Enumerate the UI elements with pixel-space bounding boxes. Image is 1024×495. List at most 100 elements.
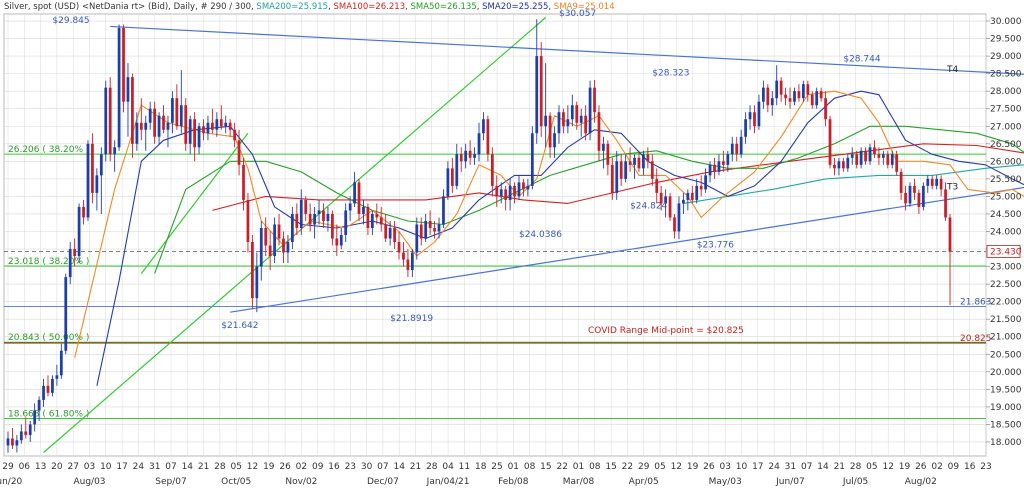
candle-body	[793, 91, 796, 102]
y-tick-label: 19.500	[990, 385, 1022, 395]
candle-body	[68, 249, 72, 278]
x-month-label: Jan/04/21	[426, 477, 470, 487]
candle-body	[273, 224, 276, 257]
x-tick-label: 31	[785, 462, 796, 472]
candle-body	[19, 431, 23, 441]
candle-body	[357, 182, 361, 214]
candle-body	[637, 157, 641, 169]
candle-body	[197, 126, 201, 148]
x-tick-label: 21	[410, 462, 421, 472]
candle-body	[246, 199, 250, 243]
candle-body	[59, 350, 63, 376]
y-tick-label: 28.500	[990, 70, 1022, 80]
candle-body	[419, 224, 423, 239]
x-tick-label: 02	[296, 462, 307, 472]
candle-body	[259, 227, 263, 267]
candle-body	[11, 438, 14, 446]
candle-body	[522, 182, 525, 190]
candle-body	[570, 105, 574, 120]
candle-body	[139, 122, 143, 130]
candle-body	[335, 238, 339, 246]
candle-body	[610, 164, 614, 193]
x-tick-label: 14	[182, 462, 194, 472]
x-tick-label: 17	[116, 462, 127, 472]
candle-body	[339, 235, 343, 246]
header-part: SMA9=25.014	[554, 2, 615, 12]
candle-body	[117, 28, 121, 148]
header-part: ,	[548, 2, 553, 12]
candle-body	[37, 399, 41, 411]
x-tick-label: 15	[540, 462, 551, 472]
candle-body	[135, 122, 139, 144]
candle-body	[886, 154, 890, 165]
candle-body	[95, 175, 99, 193]
x-month-label: Jul/05	[842, 477, 868, 487]
x-tick-label: 22	[622, 462, 633, 472]
candle-body	[473, 154, 476, 158]
candle-body	[219, 119, 223, 127]
x-tick-label: 04	[442, 462, 454, 472]
candle-body	[784, 94, 787, 99]
price-annotation: $29.845	[52, 16, 89, 26]
x-tick-label: 28	[426, 462, 438, 472]
candle-body	[779, 80, 783, 95]
candle-body	[375, 213, 379, 218]
x-tick-label: 17	[752, 462, 763, 472]
candle-body	[699, 185, 703, 190]
candle-body	[602, 143, 605, 151]
candle-body	[526, 185, 530, 190]
candle-body	[348, 203, 352, 211]
x-tick-label: 16	[964, 462, 976, 472]
candle-body	[99, 154, 103, 176]
candle-body	[406, 259, 410, 271]
x-tick-label: 27	[67, 462, 78, 472]
candle-body	[753, 112, 756, 127]
y-tick-label: 27.000	[990, 122, 1022, 132]
x-month-label: Aug/02	[905, 477, 937, 487]
candle-body	[797, 91, 801, 99]
last-price-box	[986, 245, 1021, 258]
y-tick-label: 21.500	[990, 315, 1022, 325]
candle-body	[242, 164, 245, 200]
candle-body	[775, 80, 779, 99]
candle-body	[344, 210, 348, 235]
candle-body	[28, 424, 32, 435]
fib-level-label: 26.206 ( 38.20% )	[8, 145, 89, 155]
candle-body	[442, 196, 445, 225]
y-tick-label: 21.000	[990, 333, 1022, 343]
x-tick-label: 09	[948, 462, 960, 472]
fib-level-label: 18.668 ( 61.80% )	[8, 410, 89, 420]
candle-body	[593, 87, 596, 113]
candle-body	[735, 143, 739, 155]
candle-body	[153, 108, 157, 137]
support-label: 21.863	[960, 297, 992, 307]
candle-body	[917, 192, 921, 207]
candle-body	[873, 147, 876, 155]
candle-body	[402, 252, 405, 260]
candle-body	[370, 213, 374, 228]
candle-body	[428, 220, 432, 228]
candle-body	[926, 178, 930, 186]
x-tick-label: 24	[768, 462, 780, 472]
candle-body	[277, 224, 281, 239]
candle-body	[384, 224, 388, 239]
annotations: T4 T3 $29.845 $30.057 $28.323 $28.744 $21.642 $…	[52, 9, 958, 331]
price-annotation: $24.824	[630, 202, 667, 212]
candle-body	[695, 185, 699, 200]
candle-body	[726, 154, 730, 165]
candle-body	[588, 87, 592, 134]
candle-body	[162, 115, 165, 130]
x-tick-label: 06	[19, 462, 31, 472]
candle-body	[455, 154, 459, 186]
x-tick-label: 14	[817, 462, 829, 472]
candle-body	[544, 115, 548, 127]
candle-body	[868, 147, 872, 162]
candle-body	[424, 220, 428, 239]
candle-body	[597, 112, 601, 151]
y-tick-label: 26.500	[990, 140, 1022, 150]
candle-body	[6, 438, 10, 446]
x-tick-label: 19	[263, 462, 275, 472]
candle-body	[215, 119, 219, 130]
